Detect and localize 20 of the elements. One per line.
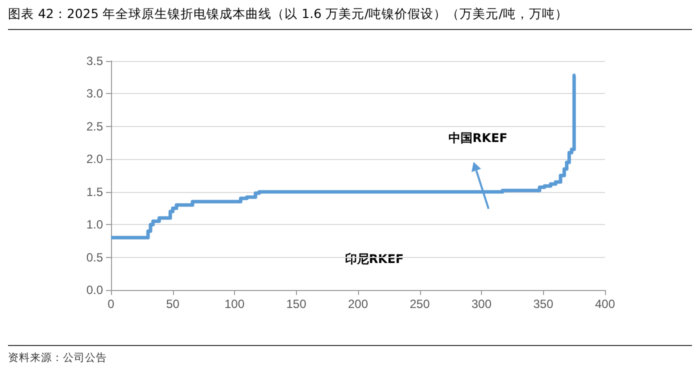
chart-title: 图表 42：2025 年全球原生镍折电镍成本曲线（以 1.6 万美元/吨镍价假设）（万美元/吨，万吨） — [8, 6, 692, 30]
annotation: 中国RKEF — [448, 130, 508, 145]
y-tick-label: 3.5 — [86, 54, 104, 68]
y-tick-label: 3.0 — [86, 86, 104, 101]
x-tick-label: 200 — [348, 297, 368, 311]
x-tick-label: 400 — [594, 297, 616, 311]
y-tick-label: 1.5 — [86, 184, 104, 199]
text: 资料来源：公司公告 — [8, 345, 692, 365]
x-tick-label: 150 — [286, 297, 307, 311]
x-tick-label: 350 — [533, 297, 554, 311]
x-tick-label: 250 — [410, 297, 430, 311]
x-tick-label: 100 — [224, 297, 245, 311]
y-tick-label: 2.5 — [86, 119, 104, 134]
x-tick-label: 300 — [471, 297, 492, 311]
x-tick-label: 0 — [108, 297, 115, 311]
x-tick-label: 50 — [166, 297, 180, 311]
y-tick-label: 1.0 — [86, 218, 104, 232]
y-tick-label: 2.0 — [86, 152, 104, 166]
y-tick-label: 0.0 — [86, 283, 104, 297]
y-tick-label: 0.5 — [86, 250, 104, 264]
